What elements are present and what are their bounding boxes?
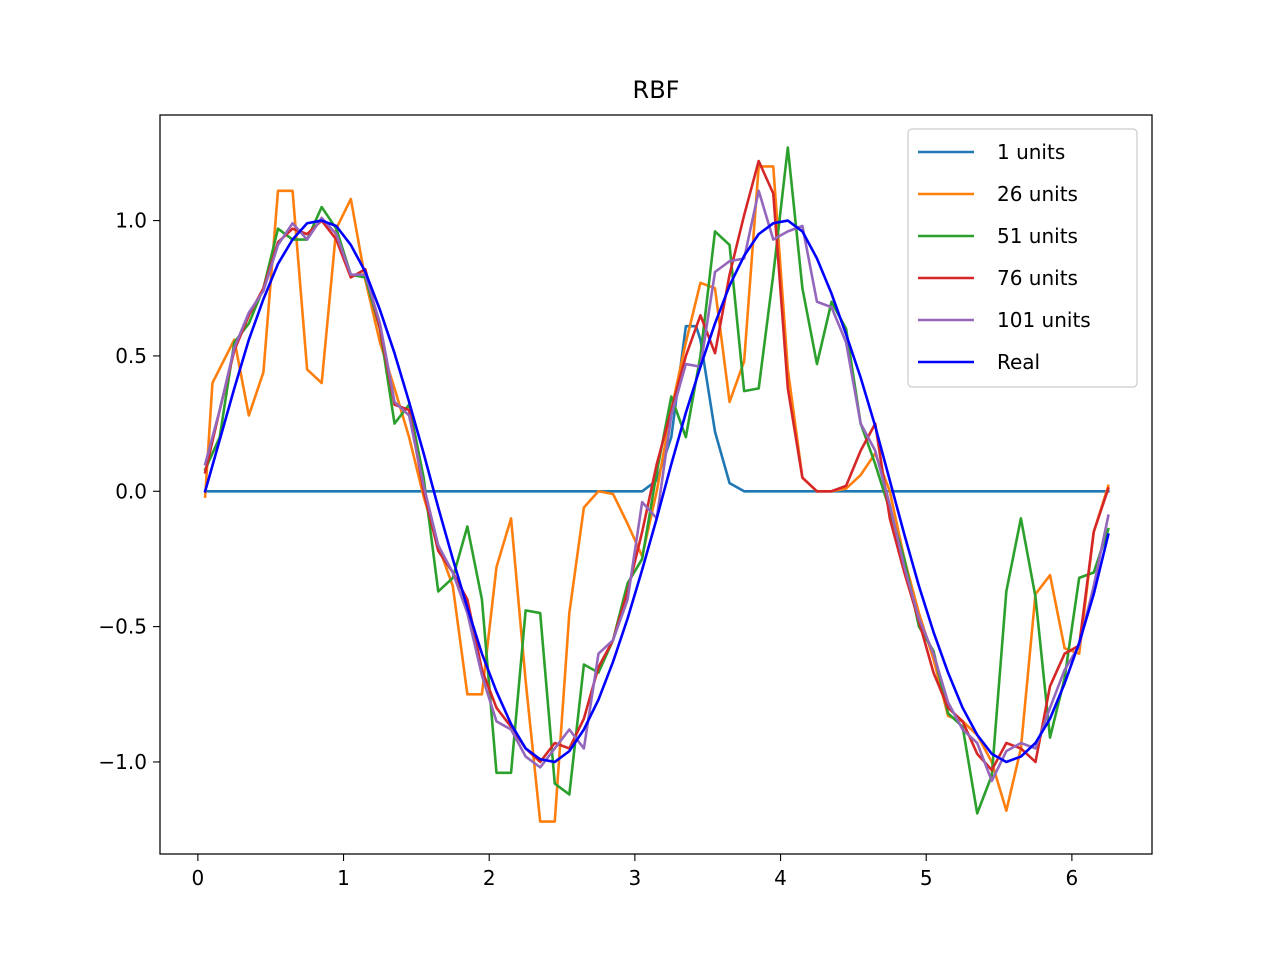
series-line-real xyxy=(203,219,1110,764)
y-tick-label: −1.0 xyxy=(98,750,147,774)
plot-frame xyxy=(159,114,1153,855)
y-tick-label: 0.0 xyxy=(115,479,147,503)
legend-label: Real xyxy=(997,350,1040,374)
y-tick-label: 1.0 xyxy=(115,209,147,233)
x-tick-label: 5 xyxy=(920,866,933,890)
x-tick-label: 1 xyxy=(337,866,350,890)
legend-box xyxy=(907,128,1138,388)
chart-title: RBF xyxy=(633,76,680,104)
lines-layer xyxy=(203,146,1110,823)
legend: 1 units 26 units 51 units 76 units 101 units… xyxy=(907,128,1138,388)
y-axis: −1.0 −0.5 0.0 0.5 1.0 xyxy=(98,209,160,774)
legend-label: 51 units xyxy=(997,224,1078,248)
x-axis: 0 1 2 3 4 5 6 xyxy=(192,854,1079,890)
y-tick-label: −0.5 xyxy=(98,615,147,639)
x-tick-label: 6 xyxy=(1066,866,1079,890)
x-tick-label: 4 xyxy=(774,866,787,890)
y-tick-label: 0.5 xyxy=(115,344,147,368)
x-tick-label: 0 xyxy=(192,866,205,890)
x-tick-label: 2 xyxy=(483,866,496,890)
x-tick-label: 3 xyxy=(629,866,642,890)
legend-label: 76 units xyxy=(997,266,1078,290)
legend-label: 1 units xyxy=(997,140,1065,164)
legend-label: 101 units xyxy=(997,308,1091,332)
legend-label: 26 units xyxy=(997,182,1078,206)
